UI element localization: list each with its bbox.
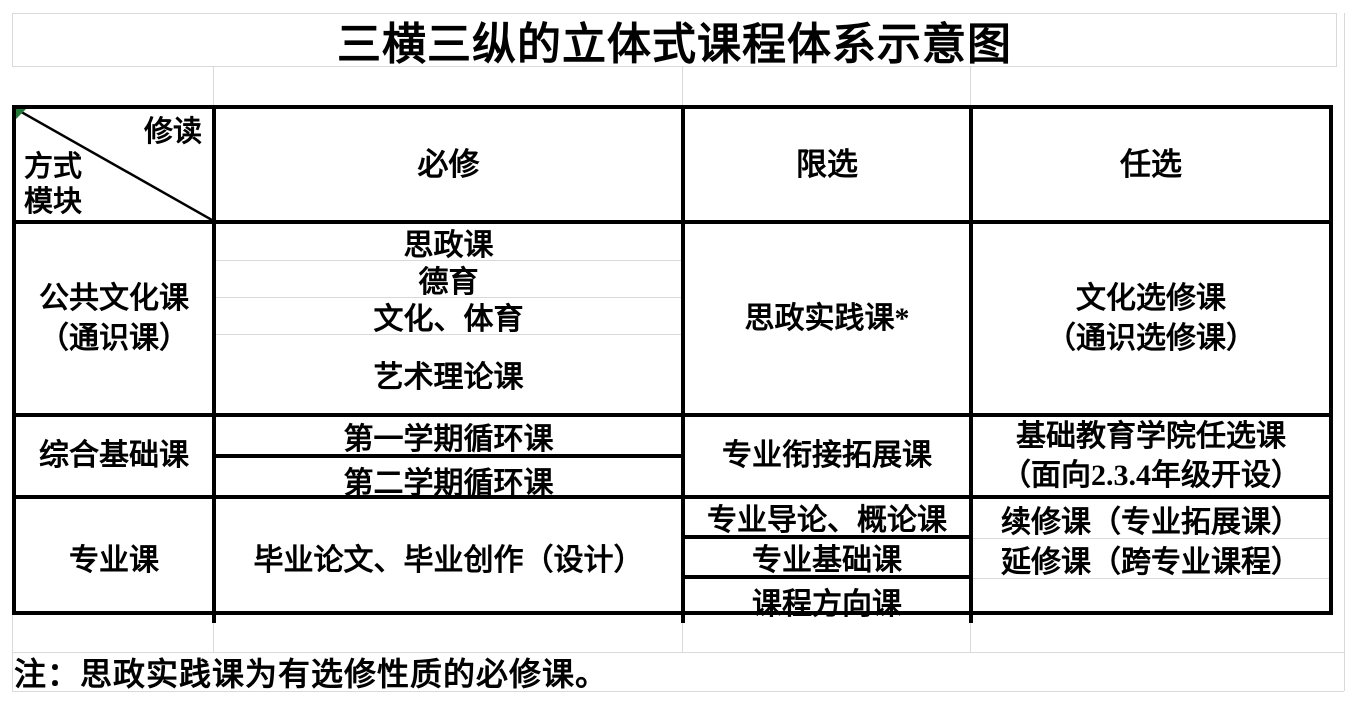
diagonal-divider-line <box>16 109 212 220</box>
diagram-title: 三横三纵的立体式课程体系示意图 <box>12 13 1337 69</box>
corner-label-xiudu: 修读 <box>143 116 202 148</box>
course-cell[interactable]: 文化、体育 <box>216 298 681 336</box>
green-corner-marker <box>16 109 26 119</box>
module-header-public-culture[interactable]: 公共文化课 （通识课） <box>16 224 216 417</box>
corner-label-mokuai: 模块 <box>24 186 83 218</box>
course-cell[interactable]: 思政课 <box>216 224 681 262</box>
course-cell[interactable]: 思政实践课* <box>685 224 973 417</box>
course-cell[interactable]: 第一学期循环课 <box>216 417 681 458</box>
gridline <box>970 615 971 652</box>
cell-r1-bixiu-stack: 思政课 德育 文化、体育 艺术理论课 <box>216 224 685 417</box>
gridline <box>213 67 214 105</box>
course-cell-empty[interactable] <box>973 579 1329 623</box>
gridline <box>1344 13 1345 691</box>
course-cell[interactable]: 课程方向课 <box>752 588 902 621</box>
cell-r2-bixiu-stack: 第一学期循环课 第二学期循环课 <box>216 417 685 500</box>
module-header-comprehensive-basic[interactable]: 综合基础课 <box>16 417 216 499</box>
course-cell[interactable]: 毕业论文、毕业创作（设计） <box>216 499 685 623</box>
course-cell[interactable]: 文化选修课 （通识选修课） <box>973 224 1329 417</box>
gridline <box>12 652 1344 653</box>
gridline <box>213 615 214 652</box>
gridline <box>12 615 13 691</box>
gridline <box>682 67 683 105</box>
course-cell[interactable]: 德育 <box>216 261 681 299</box>
column-header-renxuan[interactable]: 任选 <box>973 109 1329 224</box>
column-header-bixiu[interactable]: 必修 <box>216 109 685 224</box>
module-header-professional[interactable]: 专业课 <box>16 499 216 623</box>
course-cell[interactable]: 第二学期循环课 <box>343 467 554 500</box>
cell-r3-xianxuan-stack: 专业导论、概论课 专业基础课 课程方向课 <box>685 499 973 623</box>
corner-label-fangshi: 方式 <box>24 151 83 183</box>
corner-header-cell[interactable]: 修读 方式 模块 <box>16 109 216 224</box>
column-header-xianxuan[interactable]: 限选 <box>685 109 973 224</box>
cell-r3-renxuan-stack: 续修课（专业拓展课） 延修课（跨专业课程） <box>973 499 1329 623</box>
course-cell[interactable]: 基础教育学院任选课 （面向2.3.4年级开设） <box>973 417 1329 499</box>
footnote: 注：思政实践课为有选修性质的必修课。 <box>14 655 609 692</box>
gridline <box>682 615 683 652</box>
course-cell[interactable]: 延修课（跨专业课程） <box>973 539 1329 579</box>
course-cell[interactable]: 专业基础课 <box>685 539 969 579</box>
course-cell[interactable]: 专业导论、概论课 <box>685 499 969 539</box>
course-system-table: 修读 方式 模块 必修 限选 任选 公共文化课 （通识课） 思政课 德育 文化、… <box>12 105 1333 623</box>
course-cell[interactable]: 续修课（专业拓展课） <box>973 499 1329 539</box>
gridline <box>12 691 1344 692</box>
course-cell[interactable]: 艺术理论课 <box>373 361 524 394</box>
gridline <box>970 67 971 105</box>
course-cell[interactable]: 专业衔接拓展课 <box>685 417 973 499</box>
